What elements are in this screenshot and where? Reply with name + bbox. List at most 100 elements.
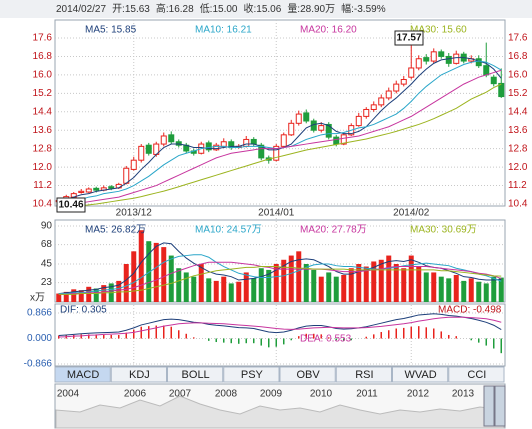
y-tick-label: 90 (41, 221, 53, 232)
volume-bar (191, 276, 197, 302)
legend-entry: DIF: 0.305 (60, 305, 107, 316)
annotation-box (56, 197, 86, 213)
candle-body (340, 134, 347, 145)
tab[interactable] (110, 366, 167, 383)
range-handle[interactable] (494, 385, 506, 427)
volume-bar (86, 286, 92, 302)
navigator-year: 2008 (215, 389, 238, 400)
tab-label[interactable]: BOLL (182, 369, 210, 381)
volume-bar (416, 266, 422, 302)
volume-bar (206, 278, 212, 302)
y-tick-label-right: 17.6 (508, 33, 528, 44)
navigator-year: 2011 (356, 389, 378, 400)
volume-bar (176, 268, 182, 302)
volume-bar (243, 272, 249, 302)
legend-entry: MA20: 16.20 (300, 25, 357, 36)
volume-bar (288, 255, 294, 302)
volume-bar (461, 280, 467, 302)
line (58, 316, 502, 338)
volume-bar (371, 261, 377, 302)
macd-plot (58, 313, 502, 354)
header-item: 开:15.63 (112, 4, 150, 15)
tab[interactable] (392, 366, 449, 383)
volume-bar (251, 278, 257, 302)
legend-entry: MA30: 15.60 (410, 25, 467, 36)
volume-bar (296, 251, 302, 302)
legend-entry: MA20: 27.78万 (300, 225, 367, 236)
volume-unit: x万 (30, 293, 45, 304)
volume-bar (326, 272, 332, 302)
candle-body (370, 104, 377, 110)
tab-label[interactable]: PSY (241, 369, 264, 381)
navigator-year: 2013 (452, 389, 475, 400)
candle-body (408, 67, 415, 78)
tab[interactable] (54, 366, 111, 383)
volume-bar (138, 230, 144, 302)
volume-bar (146, 241, 152, 302)
tab[interactable] (448, 366, 505, 383)
candle-body (363, 108, 370, 117)
tab-label[interactable]: RSI (355, 369, 373, 381)
candle-body (415, 58, 422, 69)
volume-bar (476, 281, 482, 302)
candle-body (333, 136, 340, 145)
y-tick-label: 15.2 (33, 88, 53, 99)
navigator-year: 2007 (169, 389, 192, 400)
candle-body (273, 145, 280, 161)
volume-bar (123, 264, 129, 302)
y-tick-label-right: 11.2 (508, 180, 527, 191)
line (58, 242, 502, 295)
navigator-year: 2009 (260, 389, 283, 400)
y-tick-label: 16.0 (33, 70, 53, 81)
candle-body (498, 82, 505, 98)
navigator-year: 2010 (310, 389, 333, 400)
legend-entry: MA30: 30.69万 (410, 225, 477, 236)
tab-label[interactable]: WVAD (405, 369, 437, 381)
y-tick-label: 11.2 (33, 180, 52, 191)
volume-plot (56, 230, 504, 302)
tab-label[interactable]: MACD (67, 369, 99, 381)
candle-body (280, 134, 287, 147)
tab[interactable] (167, 366, 224, 383)
y-tick-label-right: 12.8 (508, 143, 528, 154)
y-tick-label: 17.6 (33, 33, 53, 44)
candle-body (123, 167, 130, 184)
candle-body (78, 190, 85, 193)
candle-body (220, 141, 227, 147)
tab[interactable] (335, 366, 392, 383)
y-tick-label: -0.866 (24, 359, 53, 370)
candle-body (160, 135, 167, 145)
header-item: 量:28.90万 (287, 3, 335, 15)
tab-label[interactable]: CCI (467, 369, 486, 381)
candle-body (145, 144, 152, 154)
volume-bar (101, 285, 107, 302)
line (58, 313, 502, 337)
y-tick-label: 0.866 (27, 308, 52, 319)
range-handle[interactable] (483, 385, 495, 427)
navigator-year: 2004 (57, 389, 80, 400)
volume-bar (333, 276, 339, 302)
header-item: 高:16.28 (156, 2, 194, 15)
volume-bar (423, 272, 429, 302)
volume-bar (348, 268, 354, 302)
tab[interactable] (279, 366, 336, 383)
candle-body (130, 159, 137, 170)
volume-bar (438, 276, 444, 302)
tab-label[interactable]: OBV (297, 369, 321, 381)
tab[interactable] (223, 366, 280, 383)
candle-body (423, 57, 430, 62)
line (58, 266, 502, 295)
y-tick-label-right: 13.6 (508, 125, 528, 136)
legend-entry: MA10: 24.57万 (195, 225, 262, 236)
volume-bar (356, 264, 362, 302)
candle-body (93, 187, 100, 191)
tab-label[interactable]: KDJ (129, 369, 150, 381)
volume-bar (378, 259, 384, 302)
navigator-history (55, 395, 505, 429)
price-panel (54, 19, 506, 207)
annotation: 17.57 (396, 33, 421, 44)
header-item: 2014/02/27 (56, 4, 106, 15)
candle-body (205, 142, 212, 151)
volume-bar (236, 281, 242, 302)
volume-bar (363, 266, 369, 302)
